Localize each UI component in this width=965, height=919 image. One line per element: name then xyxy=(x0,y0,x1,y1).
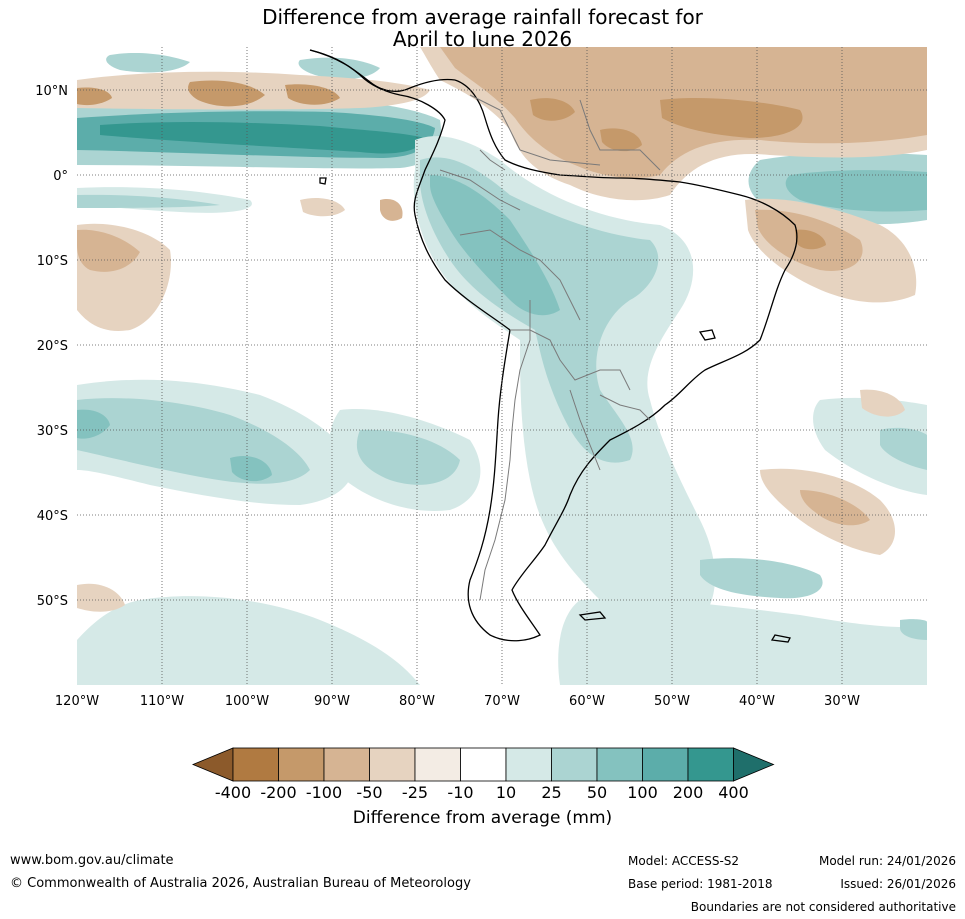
legend-cell xyxy=(596,747,643,782)
lat-label: 30°S xyxy=(37,424,68,439)
lat-label: 20°S xyxy=(37,339,68,354)
lat-label: 10°N xyxy=(35,84,68,99)
legend-cell xyxy=(460,747,507,782)
wet-anomaly-regions xyxy=(77,52,927,685)
legend-cell xyxy=(551,747,598,782)
legend-label: 200 xyxy=(672,783,704,802)
legend-cell xyxy=(369,747,416,782)
legend-cell xyxy=(323,747,370,782)
legend-label: 50 xyxy=(586,783,608,802)
legend-cell xyxy=(232,747,279,782)
lon-label: 70°W xyxy=(484,694,520,709)
lon-label: 60°W xyxy=(569,694,605,709)
legend-label: -50 xyxy=(356,783,383,802)
lon-label: 30°W xyxy=(824,694,860,709)
lat-label: 10°S xyxy=(37,254,68,269)
legend-cell xyxy=(414,747,461,782)
model-name: Model: ACCESS-S2 xyxy=(628,854,740,868)
lon-label: 100°W xyxy=(225,694,269,709)
lon-label: 110°W xyxy=(140,694,184,709)
latitude-labels: 10°N 0° 10°S 20°S 30°S 40°S 50°S xyxy=(35,84,68,609)
lat-label: 0° xyxy=(53,169,68,184)
longitude-labels: 120°W 110°W 100°W 90°W 80°W 70°W 60°W 50°W 40°W 3… xyxy=(55,694,860,709)
legend-label: -100 xyxy=(305,783,343,802)
base-period: Base period: 1981-2018 xyxy=(628,877,773,891)
copyright-text: © Commonwealth of Australia 2026, Austra… xyxy=(10,876,471,891)
legend-label: 25 xyxy=(541,783,562,802)
legend-cell xyxy=(687,747,734,782)
rainfall-anomaly-map: 10°N 0° 10°S 20°S 30°S 40°S 50°S 120°W 110°W 100… xyxy=(35,47,927,709)
legend-arrow-low xyxy=(191,747,234,782)
legend-label: -10 xyxy=(447,783,474,802)
map-title-line2: April to June 2026 xyxy=(392,27,573,51)
lon-label: 120°W xyxy=(55,694,99,709)
legend-arrow-high xyxy=(733,747,775,782)
lat-label: 50°S xyxy=(37,594,68,609)
legend-label: -200 xyxy=(260,783,297,802)
lon-label: 90°W xyxy=(314,694,350,709)
dry-anomaly-regions xyxy=(77,47,927,612)
legend-title: Difference from average (mm) xyxy=(352,808,613,828)
legend-label: -400 xyxy=(214,783,252,802)
legend-label: 400 xyxy=(718,783,749,802)
legend-cell xyxy=(278,747,325,782)
legend-cell xyxy=(642,747,689,782)
lon-label: 40°W xyxy=(739,694,775,709)
legend-label: -25 xyxy=(401,783,429,802)
legend-label: 10 xyxy=(495,783,517,802)
model-run-date: Model run: 24/01/2026 xyxy=(818,854,956,868)
legend-label: 100 xyxy=(627,783,658,802)
lat-label: 40°S xyxy=(37,509,68,524)
graticule xyxy=(77,47,927,685)
map-title-line1: Difference from average rainfall forecas… xyxy=(262,5,703,29)
website-link[interactable]: www.bom.gov.au/climate xyxy=(10,853,174,868)
lon-label: 80°W xyxy=(399,694,435,709)
lon-label: 50°W xyxy=(654,694,690,709)
boundaries-disclaimer: Boundaries are not considered authoritat… xyxy=(690,900,956,914)
issued-date: Issued: 26/01/2026 xyxy=(840,877,956,891)
continent-outlines xyxy=(309,49,798,643)
legend-cell xyxy=(505,747,552,782)
